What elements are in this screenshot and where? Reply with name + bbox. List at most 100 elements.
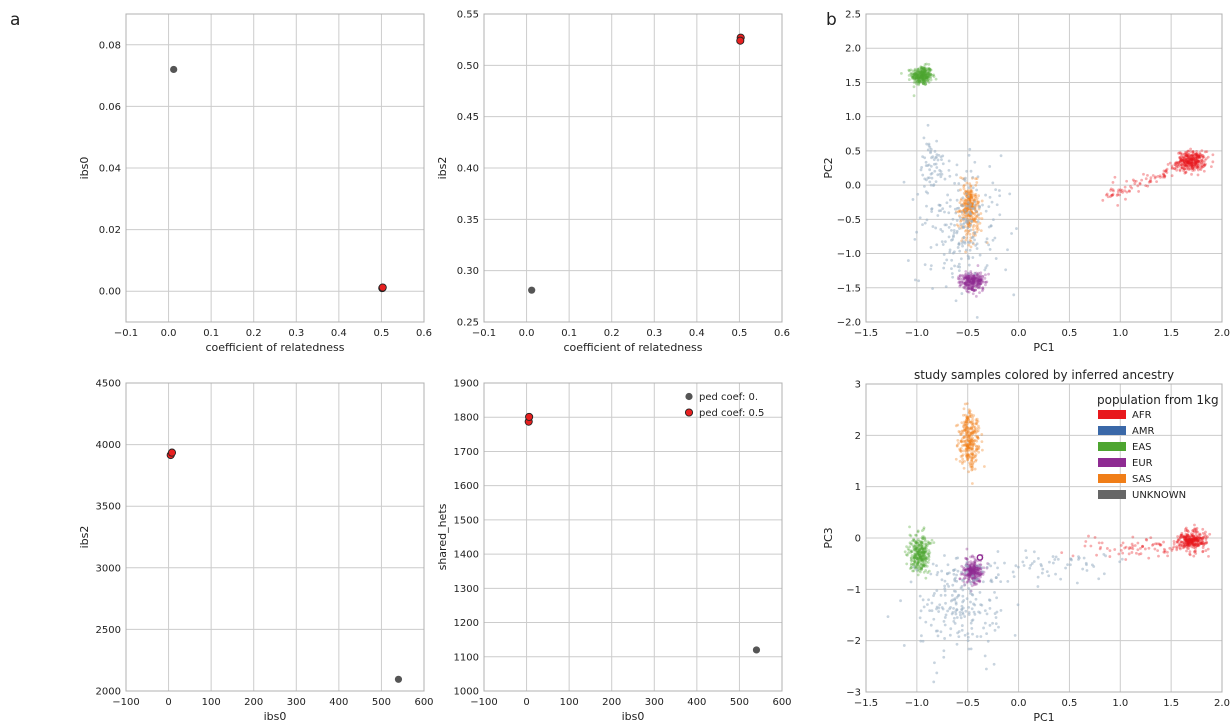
pca-point-eas xyxy=(921,560,924,564)
pca-point-sas xyxy=(963,428,966,432)
pca-point-sas xyxy=(959,218,963,222)
pca-point-eur xyxy=(977,277,980,281)
pca-point-eas xyxy=(918,555,922,559)
pca-point-afr xyxy=(1127,189,1131,193)
pca-point-afr xyxy=(1179,164,1183,168)
pca-point-sas xyxy=(975,449,979,452)
pca-point-eur xyxy=(972,279,976,283)
pca-point-sas xyxy=(969,245,973,249)
pca-point-sas xyxy=(962,426,966,430)
pca-point-amr xyxy=(984,240,988,244)
pca-point-eur xyxy=(963,275,966,279)
pca-point-afr xyxy=(1187,167,1191,171)
pca-point-eur xyxy=(969,284,973,287)
pca-point-afr xyxy=(1184,159,1188,163)
x-tick-label: 600 xyxy=(414,697,433,708)
pca-point-sas xyxy=(964,449,968,453)
pca-point-eas xyxy=(926,78,930,81)
pca-point-afr xyxy=(1187,160,1190,163)
pca-point-amr xyxy=(948,204,952,208)
pca-point-eas xyxy=(922,70,926,74)
pca-point-amr xyxy=(956,631,960,635)
pca-point-eas xyxy=(926,69,930,73)
pca-point-eas xyxy=(915,74,919,78)
pca-point-afr xyxy=(1194,547,1197,550)
pca-point-afr xyxy=(1187,149,1191,153)
pca-point-sas xyxy=(966,444,969,448)
pca-point-afr xyxy=(1203,158,1207,162)
pca-point-amr xyxy=(950,238,953,242)
pca-point-eas xyxy=(925,75,929,79)
pca-point-amr xyxy=(995,203,999,207)
pca-point-eur xyxy=(977,279,981,282)
pca-point-amr xyxy=(1069,563,1072,567)
pca-point-afr xyxy=(1185,157,1189,161)
x-tick-label: 0.0 xyxy=(519,328,535,339)
pca-point-sas xyxy=(971,445,975,449)
pca-point-sas xyxy=(967,192,971,195)
pca-point-afr xyxy=(1181,152,1184,156)
pca-point-eur xyxy=(968,284,972,288)
pca-point-eas xyxy=(914,547,918,551)
pca-point-eas xyxy=(916,556,920,560)
pca-point-afr xyxy=(1184,164,1187,168)
pca-point-sas xyxy=(980,217,984,220)
pca-point-sas xyxy=(970,456,974,460)
pca-point-afr xyxy=(1182,160,1186,164)
pca-point-amr xyxy=(931,155,935,159)
x-tick-label: 500 xyxy=(372,697,391,708)
pca-point-sas xyxy=(982,465,986,468)
x-axis-label: PC1 xyxy=(1033,711,1054,724)
pca-point-amr xyxy=(951,275,955,279)
pca-point-afr xyxy=(1192,157,1196,161)
pca-point-eas xyxy=(914,80,918,84)
pca-point-eas xyxy=(911,569,915,573)
pca-point-sas xyxy=(965,233,968,236)
pca-point-amr xyxy=(917,279,921,283)
pca-point-afr xyxy=(1190,154,1193,158)
pca-point-afr xyxy=(1185,546,1189,550)
x-axis-label: ibs0 xyxy=(622,710,645,723)
pca-point-sas xyxy=(976,447,979,451)
pca-point-eas xyxy=(922,68,925,71)
plot-frame xyxy=(483,382,783,692)
pca-point-eur xyxy=(976,282,980,285)
pca-point-eas xyxy=(913,553,917,557)
pca-point-eas xyxy=(925,564,929,568)
pca-point-eas xyxy=(912,537,915,541)
legend-swatch xyxy=(1098,442,1126,451)
pca-point-eur xyxy=(965,274,969,278)
pca-point-afr xyxy=(1179,151,1183,155)
pca-point-eas xyxy=(921,540,925,544)
pca-point-amr xyxy=(975,315,979,319)
pca-point-eur xyxy=(979,278,982,282)
pca-point-sas xyxy=(970,217,974,221)
pca-point-amr xyxy=(938,172,942,176)
pca-point-afr xyxy=(1130,186,1134,190)
pca-point-afr xyxy=(1166,163,1170,166)
pca-point-amr xyxy=(966,639,970,643)
pca-point-eur xyxy=(969,281,973,285)
pca-point-eas xyxy=(903,550,907,554)
pca-point-eas xyxy=(926,72,930,75)
pca-point-eur xyxy=(973,277,977,281)
pca-point-eas xyxy=(928,68,932,72)
pca-point-eas xyxy=(923,67,927,71)
pca-point-eur xyxy=(972,279,976,283)
pca-point-afr xyxy=(1195,158,1199,162)
pca-point-sas xyxy=(960,440,964,444)
pca-point-amr xyxy=(1022,564,1026,567)
pca-point-amr xyxy=(967,218,970,222)
pca-point-amr xyxy=(974,578,978,582)
pca-point-eas xyxy=(934,77,938,81)
pca-point-eas xyxy=(921,67,925,70)
pca-point-eas xyxy=(921,71,925,75)
pca-point-afr xyxy=(1139,552,1143,556)
pca-point-sas xyxy=(966,416,970,419)
pca-point-amr xyxy=(989,224,993,228)
pca-point-afr xyxy=(1123,189,1127,193)
pca-point-afr xyxy=(1200,161,1204,165)
pca-point-eas xyxy=(921,74,925,78)
pca-point-afr xyxy=(1178,151,1182,155)
pca-point-afr xyxy=(1193,164,1196,168)
